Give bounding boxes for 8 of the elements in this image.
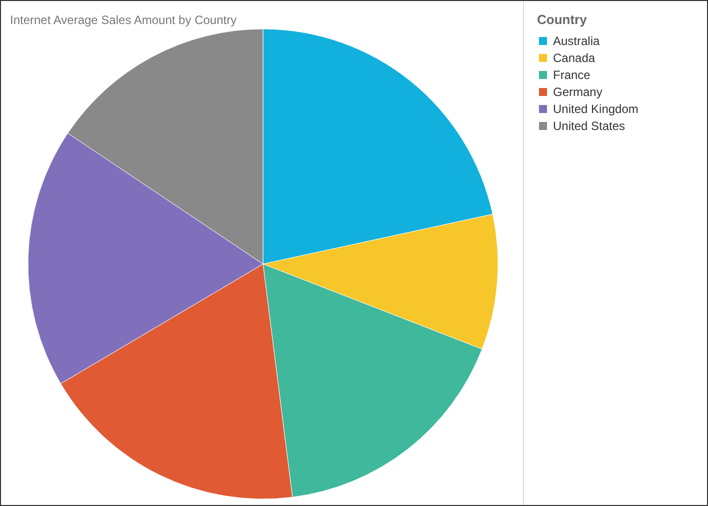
legend-label: United Kingdom	[553, 102, 638, 116]
legend-label: United States	[553, 119, 626, 133]
legend-label: Canada	[553, 51, 596, 65]
legend-label: Germany	[553, 85, 602, 99]
legend-title: Country	[537, 12, 588, 27]
legend-label: Australia	[553, 34, 600, 48]
chart-title: Internet Average Sales Amount by Country	[10, 13, 237, 27]
legend-label: France	[553, 68, 591, 82]
